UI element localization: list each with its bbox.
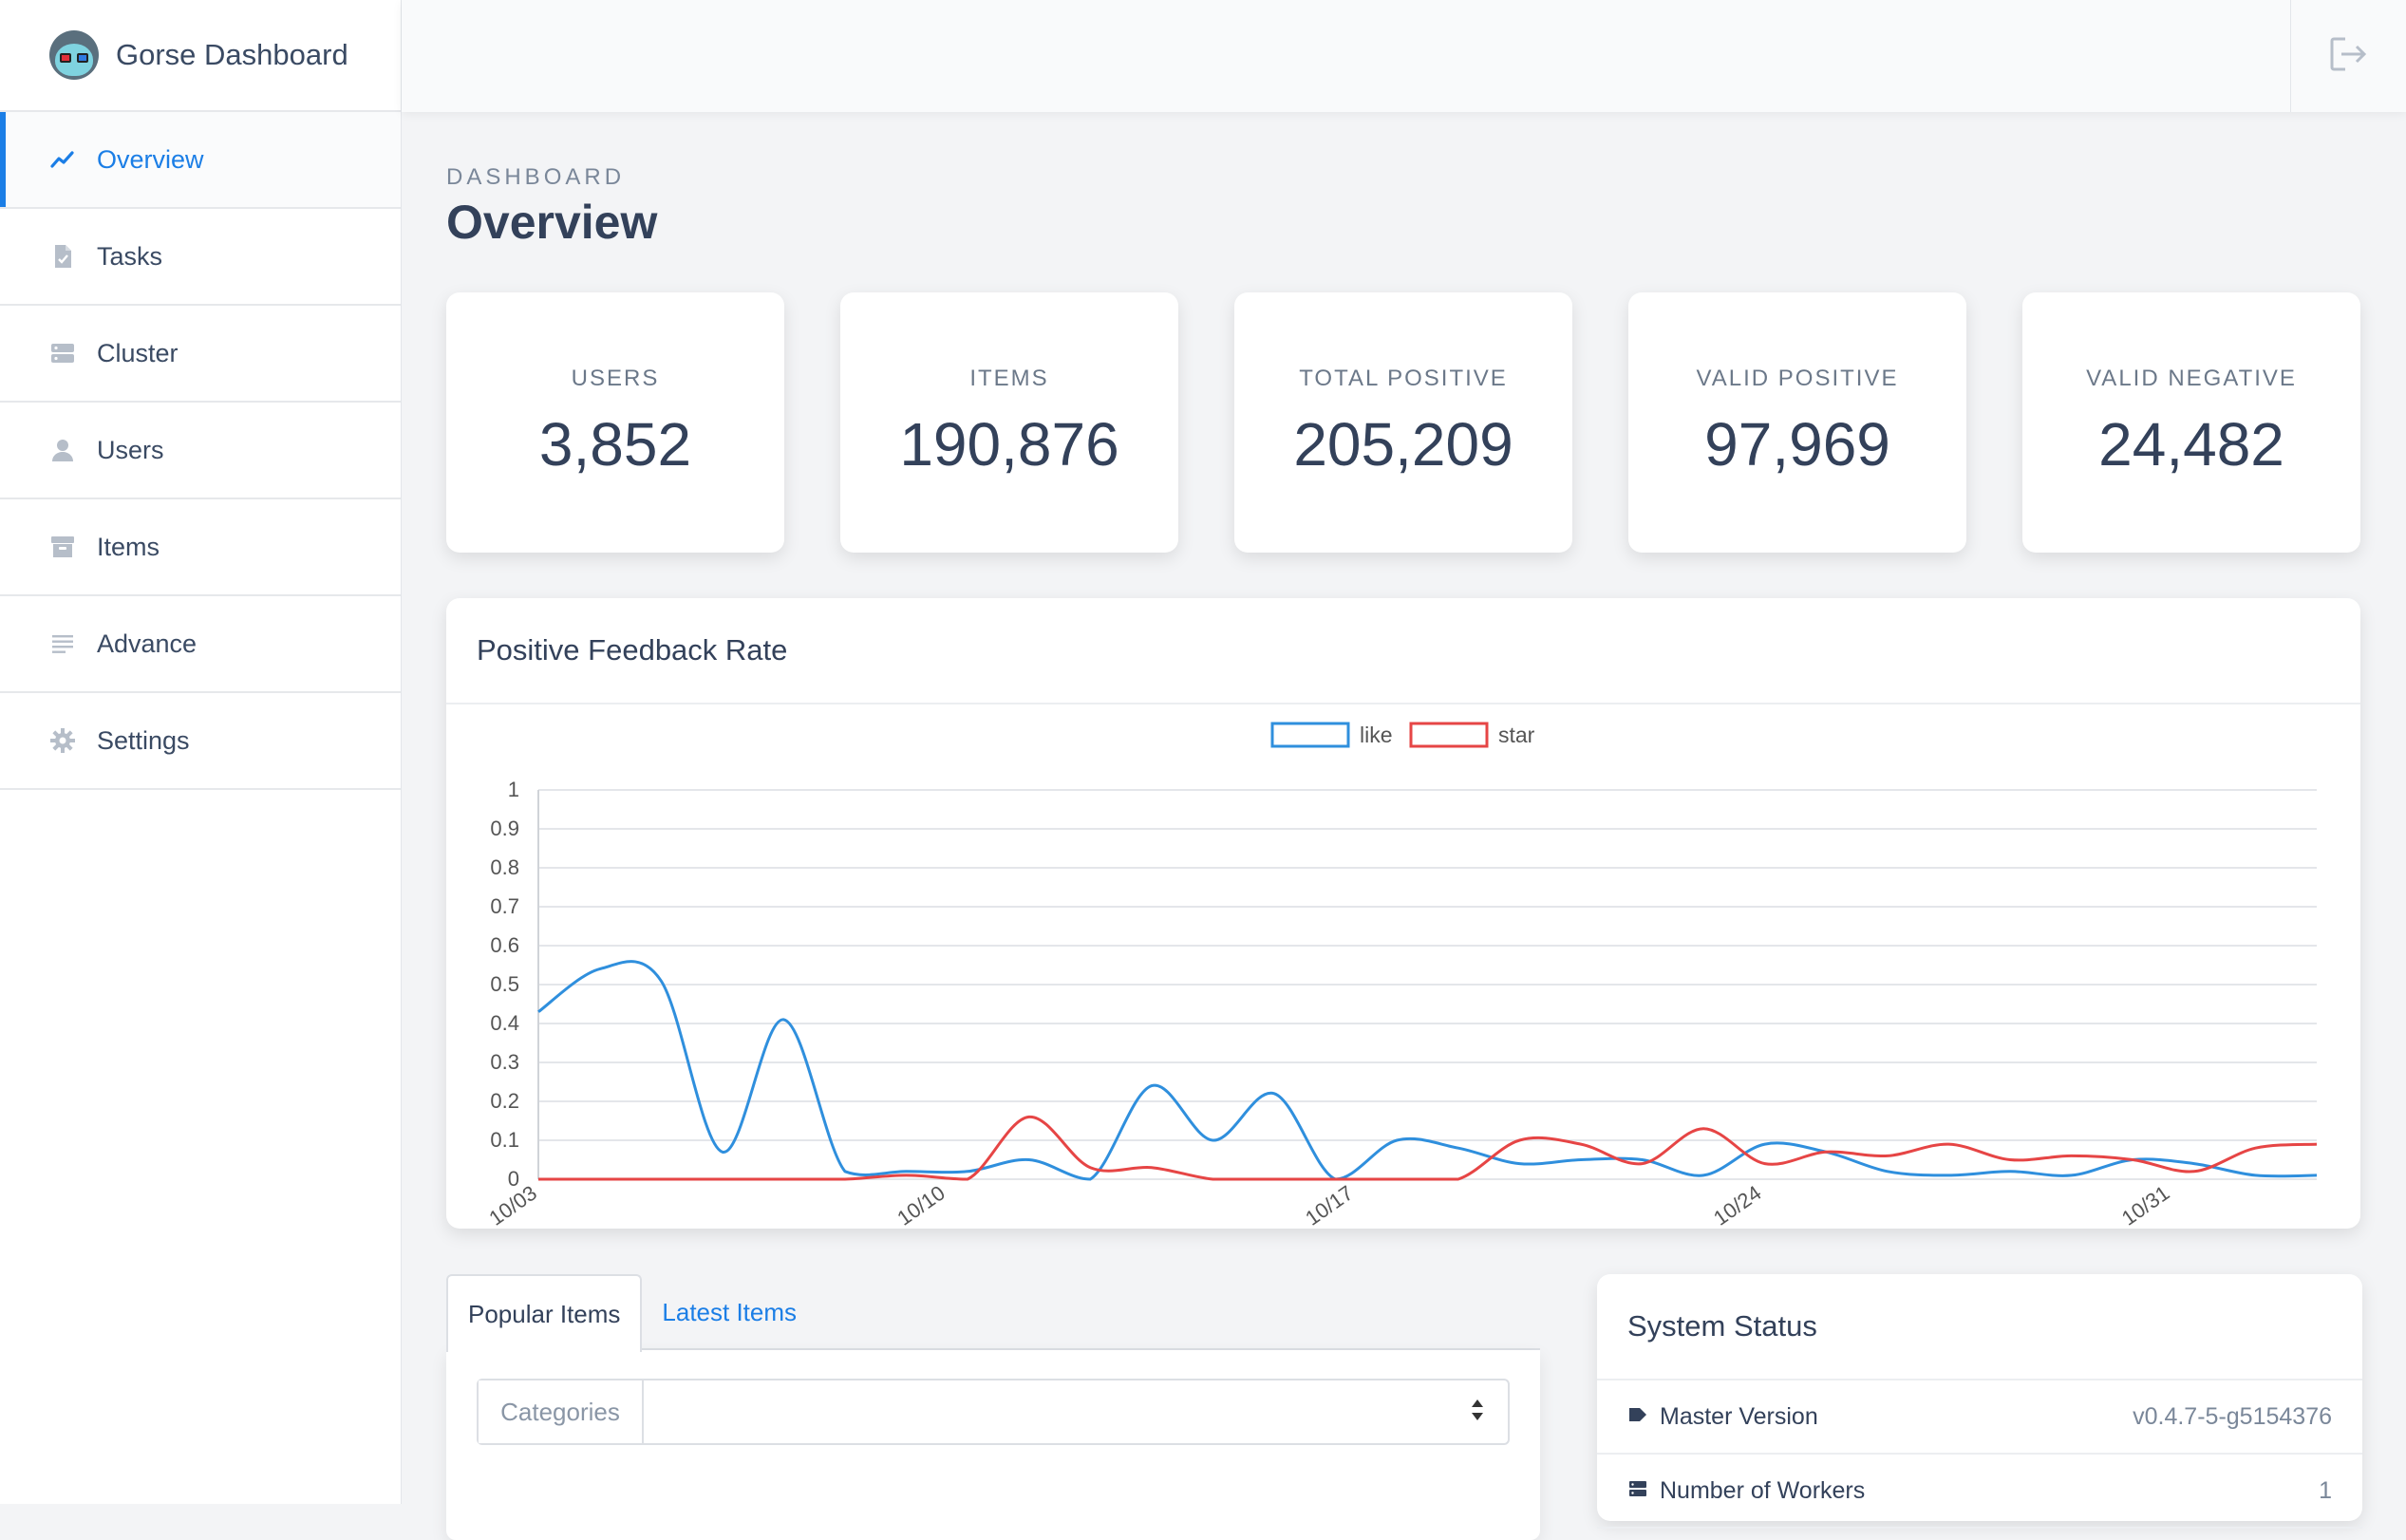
user-icon bbox=[49, 437, 76, 463]
sidebar-item-label: Items bbox=[97, 532, 160, 561]
page-title: Overview bbox=[446, 196, 658, 249]
status-row-workers: Number of Workers 1 bbox=[1597, 1455, 2362, 1529]
legend-swatch-like bbox=[1270, 722, 1350, 748]
logout-button[interactable] bbox=[2290, 0, 2406, 112]
sidebar-item-cluster[interactable]: Cluster bbox=[0, 306, 401, 403]
stat-label: VALID POSITIVE bbox=[1696, 366, 1899, 391]
sidebar-item-users[interactable]: Users bbox=[0, 403, 401, 499]
y-tick-label: 0.5 bbox=[490, 972, 519, 996]
y-tick-label: 0.7 bbox=[490, 894, 519, 918]
stat-value: 205,209 bbox=[1293, 410, 1513, 479]
legend-label: like bbox=[1360, 723, 1393, 747]
x-tick-label: 10/24 bbox=[1709, 1181, 1765, 1229]
sidebar-item-settings[interactable]: Settings bbox=[0, 693, 401, 790]
legend-swatch-star bbox=[1409, 722, 1489, 748]
server-icon bbox=[49, 340, 76, 366]
legend-label: star bbox=[1498, 723, 1535, 747]
sidebar-item-label: Tasks bbox=[97, 241, 163, 271]
system-status-title: System Status bbox=[1597, 1274, 2362, 1380]
sidebar-item-tasks[interactable]: Tasks bbox=[0, 209, 401, 306]
chart-line-icon bbox=[49, 146, 76, 173]
x-tick-label: 10/31 bbox=[2117, 1181, 2173, 1229]
series-line-star bbox=[537, 1115, 2318, 1181]
stat-card-total-positive: TOTAL POSITIVE 205,209 bbox=[1234, 292, 1572, 553]
y-tick-label: 0.8 bbox=[490, 855, 519, 879]
categories-label: Categories bbox=[479, 1380, 644, 1443]
categories-filter: Categories bbox=[477, 1379, 1510, 1445]
stat-card-valid-positive: VALID POSITIVE 97,969 bbox=[1628, 292, 1966, 553]
sidebar: Gorse Dashboard Overview Tasks Cluster U… bbox=[0, 0, 402, 1504]
sidebar-item-items[interactable]: Items bbox=[0, 499, 401, 596]
status-row-master-version: Master Version v0.4.7-5-g5154376 bbox=[1597, 1380, 2362, 1455]
top-bar bbox=[402, 0, 2406, 112]
server-icon bbox=[1627, 1477, 1648, 1505]
items-tabs: Popular Items Latest Items Categories bbox=[446, 1274, 1540, 1540]
brand[interactable]: Gorse Dashboard bbox=[0, 0, 401, 112]
sort-arrows-icon bbox=[1470, 1398, 1485, 1427]
stat-value: 190,876 bbox=[899, 410, 1119, 479]
sidebar-item-label: Cluster bbox=[97, 338, 179, 367]
y-tick-label: 0.9 bbox=[490, 817, 519, 840]
tab-popular-items[interactable]: Popular Items bbox=[446, 1274, 643, 1352]
sidebar-item-label: Overview bbox=[97, 144, 204, 174]
y-tick-label: 0.2 bbox=[490, 1089, 519, 1113]
stat-label: ITEMS bbox=[969, 366, 1049, 391]
x-tick-label: 10/17 bbox=[1301, 1181, 1357, 1229]
tab-panel: Categories bbox=[446, 1350, 1540, 1540]
main-content: DASHBOARD Overview USERS 3,852 ITEMS 190… bbox=[446, 112, 2362, 1540]
sidebar-item-overview[interactable]: Overview bbox=[0, 112, 401, 209]
sidebar-item-label: Settings bbox=[97, 725, 190, 755]
stat-value: 3,852 bbox=[538, 410, 692, 479]
tag-icon bbox=[1627, 1403, 1648, 1431]
stat-card-valid-negative: VALID NEGATIVE 24,482 bbox=[2022, 292, 2360, 553]
y-tick-label: 0.4 bbox=[490, 1011, 519, 1035]
status-value: 1 bbox=[2319, 1476, 2332, 1504]
positive-feedback-chart-card: Positive Feedback Rate 0 0.1 0.2 0.3 0.4 0.5 0… bbox=[446, 598, 2360, 1229]
stats-row: USERS 3,852 ITEMS 190,876 TOTAL POSITIVE… bbox=[446, 292, 2362, 553]
gear-icon bbox=[49, 727, 76, 754]
bottom-row: Popular Items Latest Items Categories Sy… bbox=[446, 1274, 2362, 1540]
y-tick-label: 1 bbox=[508, 778, 519, 801]
lines-icon bbox=[49, 630, 76, 657]
y-tick-label: 0.3 bbox=[490, 1050, 519, 1074]
categories-select[interactable] bbox=[644, 1380, 1508, 1443]
sidebar-item-label: Advance bbox=[97, 629, 197, 658]
status-label: Master Version bbox=[1660, 1402, 1818, 1430]
y-tick-label: 0.1 bbox=[490, 1128, 519, 1152]
brand-title: Gorse Dashboard bbox=[116, 38, 348, 71]
y-tick-label: 0.6 bbox=[490, 933, 519, 957]
stat-card-items: ITEMS 190,876 bbox=[840, 292, 1178, 553]
chart-title: Positive Feedback Rate bbox=[446, 598, 2360, 704]
status-label: Number of Workers bbox=[1660, 1476, 1866, 1504]
x-tick-label: 10/10 bbox=[893, 1181, 949, 1229]
stat-card-users: USERS 3,852 bbox=[446, 292, 784, 553]
stat-label: USERS bbox=[571, 366, 660, 391]
stat-value: 24,482 bbox=[2098, 410, 2284, 479]
stat-value: 97,969 bbox=[1704, 410, 1890, 479]
sidebar-item-advance[interactable]: Advance bbox=[0, 596, 401, 693]
gopher-logo-icon bbox=[49, 30, 99, 80]
sidebar-item-label: Users bbox=[97, 435, 164, 464]
y-tick-label: 0 bbox=[508, 1167, 519, 1191]
stat-label: TOTAL POSITIVE bbox=[1299, 366, 1508, 391]
file-check-icon bbox=[49, 243, 76, 270]
status-value: v0.4.7-5-g5154376 bbox=[2133, 1402, 2332, 1430]
tab-bar: Popular Items Latest Items bbox=[446, 1274, 1540, 1352]
tab-latest-items[interactable]: Latest Items bbox=[662, 1297, 798, 1326]
system-status-card: System Status Master Version v0.4.7-5-g5… bbox=[1597, 1274, 2362, 1529]
sign-out-icon bbox=[2328, 35, 2370, 78]
series-line-like bbox=[537, 960, 2318, 1181]
stat-label: VALID NEGATIVE bbox=[2086, 366, 2297, 391]
archive-icon bbox=[49, 534, 76, 560]
page-eyebrow: DASHBOARD bbox=[446, 164, 626, 190]
